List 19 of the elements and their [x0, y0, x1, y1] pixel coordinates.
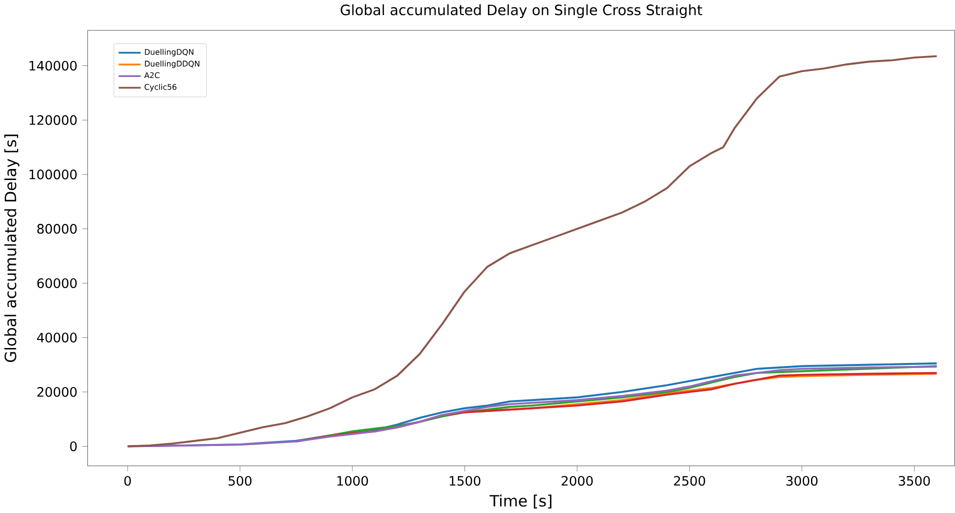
- x-tick-label: 3000: [786, 476, 818, 486]
- x-tick-label: 500: [228, 476, 252, 486]
- y-tick-label: 140000: [30, 60, 77, 71]
- x-axis-title: Time [s]: [490, 494, 552, 509]
- x-tick-label: 1500: [450, 476, 480, 486]
- x-tick-label: 2000: [562, 476, 593, 486]
- y-tick-label: 100000: [30, 170, 77, 180]
- chart-title: Global accumulated Delay on Single Cross Straight: [340, 4, 702, 18]
- x-tick-label: 3500: [898, 476, 930, 486]
- y-tick-label: 0: [70, 442, 77, 452]
- x-tick-label: 2500: [674, 476, 706, 486]
- y-tick-label: 40000: [37, 332, 77, 343]
- y-tick-label: 120000: [30, 115, 77, 126]
- y-axis-title: Global accumulated Delay [s]: [4, 134, 20, 362]
- y-tick-label: 20000: [37, 387, 77, 397]
- x-tick-label: 1000: [337, 476, 368, 486]
- x-tick-label: 0: [124, 476, 131, 486]
- y-tick-label: 60000: [37, 278, 77, 288]
- y-tick-label: 80000: [37, 224, 77, 234]
